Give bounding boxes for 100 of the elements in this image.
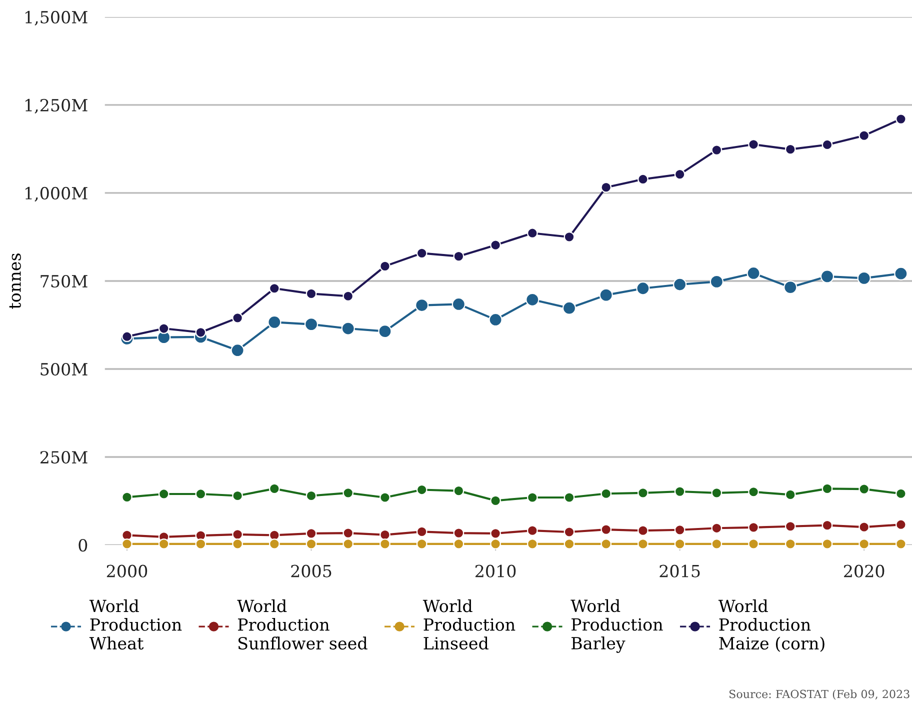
point (564, 538, 575, 550)
point (674, 486, 686, 497)
point (526, 228, 538, 239)
point (599, 288, 613, 302)
point (195, 538, 206, 550)
point (341, 322, 355, 336)
point (268, 282, 280, 294)
point (858, 538, 870, 550)
y-tick-label: 500M (40, 362, 88, 376)
point (306, 538, 317, 550)
legend-label: World Production Barley (570, 599, 663, 653)
point (488, 312, 502, 327)
point (711, 538, 722, 550)
x-tick-label: 2005 (291, 564, 332, 578)
legend-label: World Production Linseed (422, 599, 516, 650)
point (122, 538, 132, 550)
y-tick-label: 250M (40, 450, 88, 464)
point (564, 492, 575, 503)
point (526, 292, 540, 306)
legend-label: World Production Maize (corn) (718, 599, 824, 652)
point (526, 525, 538, 536)
point (784, 280, 798, 294)
y-tick-label: 1,500M (25, 10, 88, 26)
point (822, 139, 833, 150)
point (894, 266, 908, 280)
x-tick-label: 2000 (106, 564, 148, 578)
point (232, 490, 243, 502)
point (230, 344, 244, 358)
x-tick-label: 2015 (660, 564, 700, 578)
point (452, 297, 466, 312)
point (562, 301, 576, 315)
point (748, 486, 759, 498)
point (416, 484, 428, 496)
legend-label: World Production Sunflower seed (237, 599, 368, 650)
point (784, 538, 796, 550)
legend-label: World Production Wheat (89, 599, 182, 650)
point (896, 488, 906, 500)
point (711, 144, 722, 156)
point (638, 525, 648, 536)
point (746, 266, 760, 280)
point (415, 298, 429, 312)
point (674, 524, 686, 536)
point (638, 488, 648, 498)
point (748, 538, 759, 550)
point (600, 488, 612, 500)
point (748, 138, 759, 150)
point (453, 528, 464, 538)
point (304, 317, 318, 332)
point (158, 488, 170, 500)
point (158, 323, 170, 334)
point (858, 484, 870, 494)
point (158, 538, 170, 550)
point (122, 492, 132, 503)
point (600, 524, 612, 535)
x-tick-label: 2020 (844, 564, 884, 578)
point (858, 130, 870, 142)
point (822, 538, 833, 550)
point (896, 519, 906, 530)
point (896, 538, 906, 550)
point (306, 490, 317, 502)
point (195, 488, 206, 500)
point (232, 538, 243, 550)
point (268, 315, 282, 329)
point (416, 538, 428, 550)
point (122, 331, 132, 342)
point (268, 483, 280, 494)
point (636, 282, 650, 296)
point (600, 538, 612, 550)
point (784, 489, 796, 500)
point (820, 270, 834, 284)
point (416, 526, 428, 538)
point (195, 326, 206, 338)
point (674, 538, 686, 550)
x-tick-label: 2010 (475, 564, 516, 578)
point (342, 538, 354, 550)
point (673, 278, 687, 292)
y-axis-title: tonnes (9, 254, 21, 309)
point (674, 168, 686, 180)
point (416, 248, 428, 259)
point (380, 529, 390, 540)
point (490, 538, 501, 550)
point (711, 488, 722, 498)
point (526, 492, 538, 503)
point (710, 274, 724, 288)
point (822, 483, 833, 494)
point (232, 529, 243, 540)
point (822, 520, 833, 531)
point (784, 520, 796, 532)
point (380, 260, 390, 272)
point (268, 538, 280, 550)
point (638, 538, 648, 550)
point (453, 538, 464, 550)
point (490, 495, 501, 506)
point (564, 232, 575, 242)
point (857, 271, 871, 285)
point (784, 144, 796, 155)
point (306, 288, 317, 300)
y-tick-label: 0 (78, 538, 88, 552)
source-note: Source: FAOSTAT (Feb 09, 2023 (729, 690, 910, 700)
point (342, 488, 354, 498)
